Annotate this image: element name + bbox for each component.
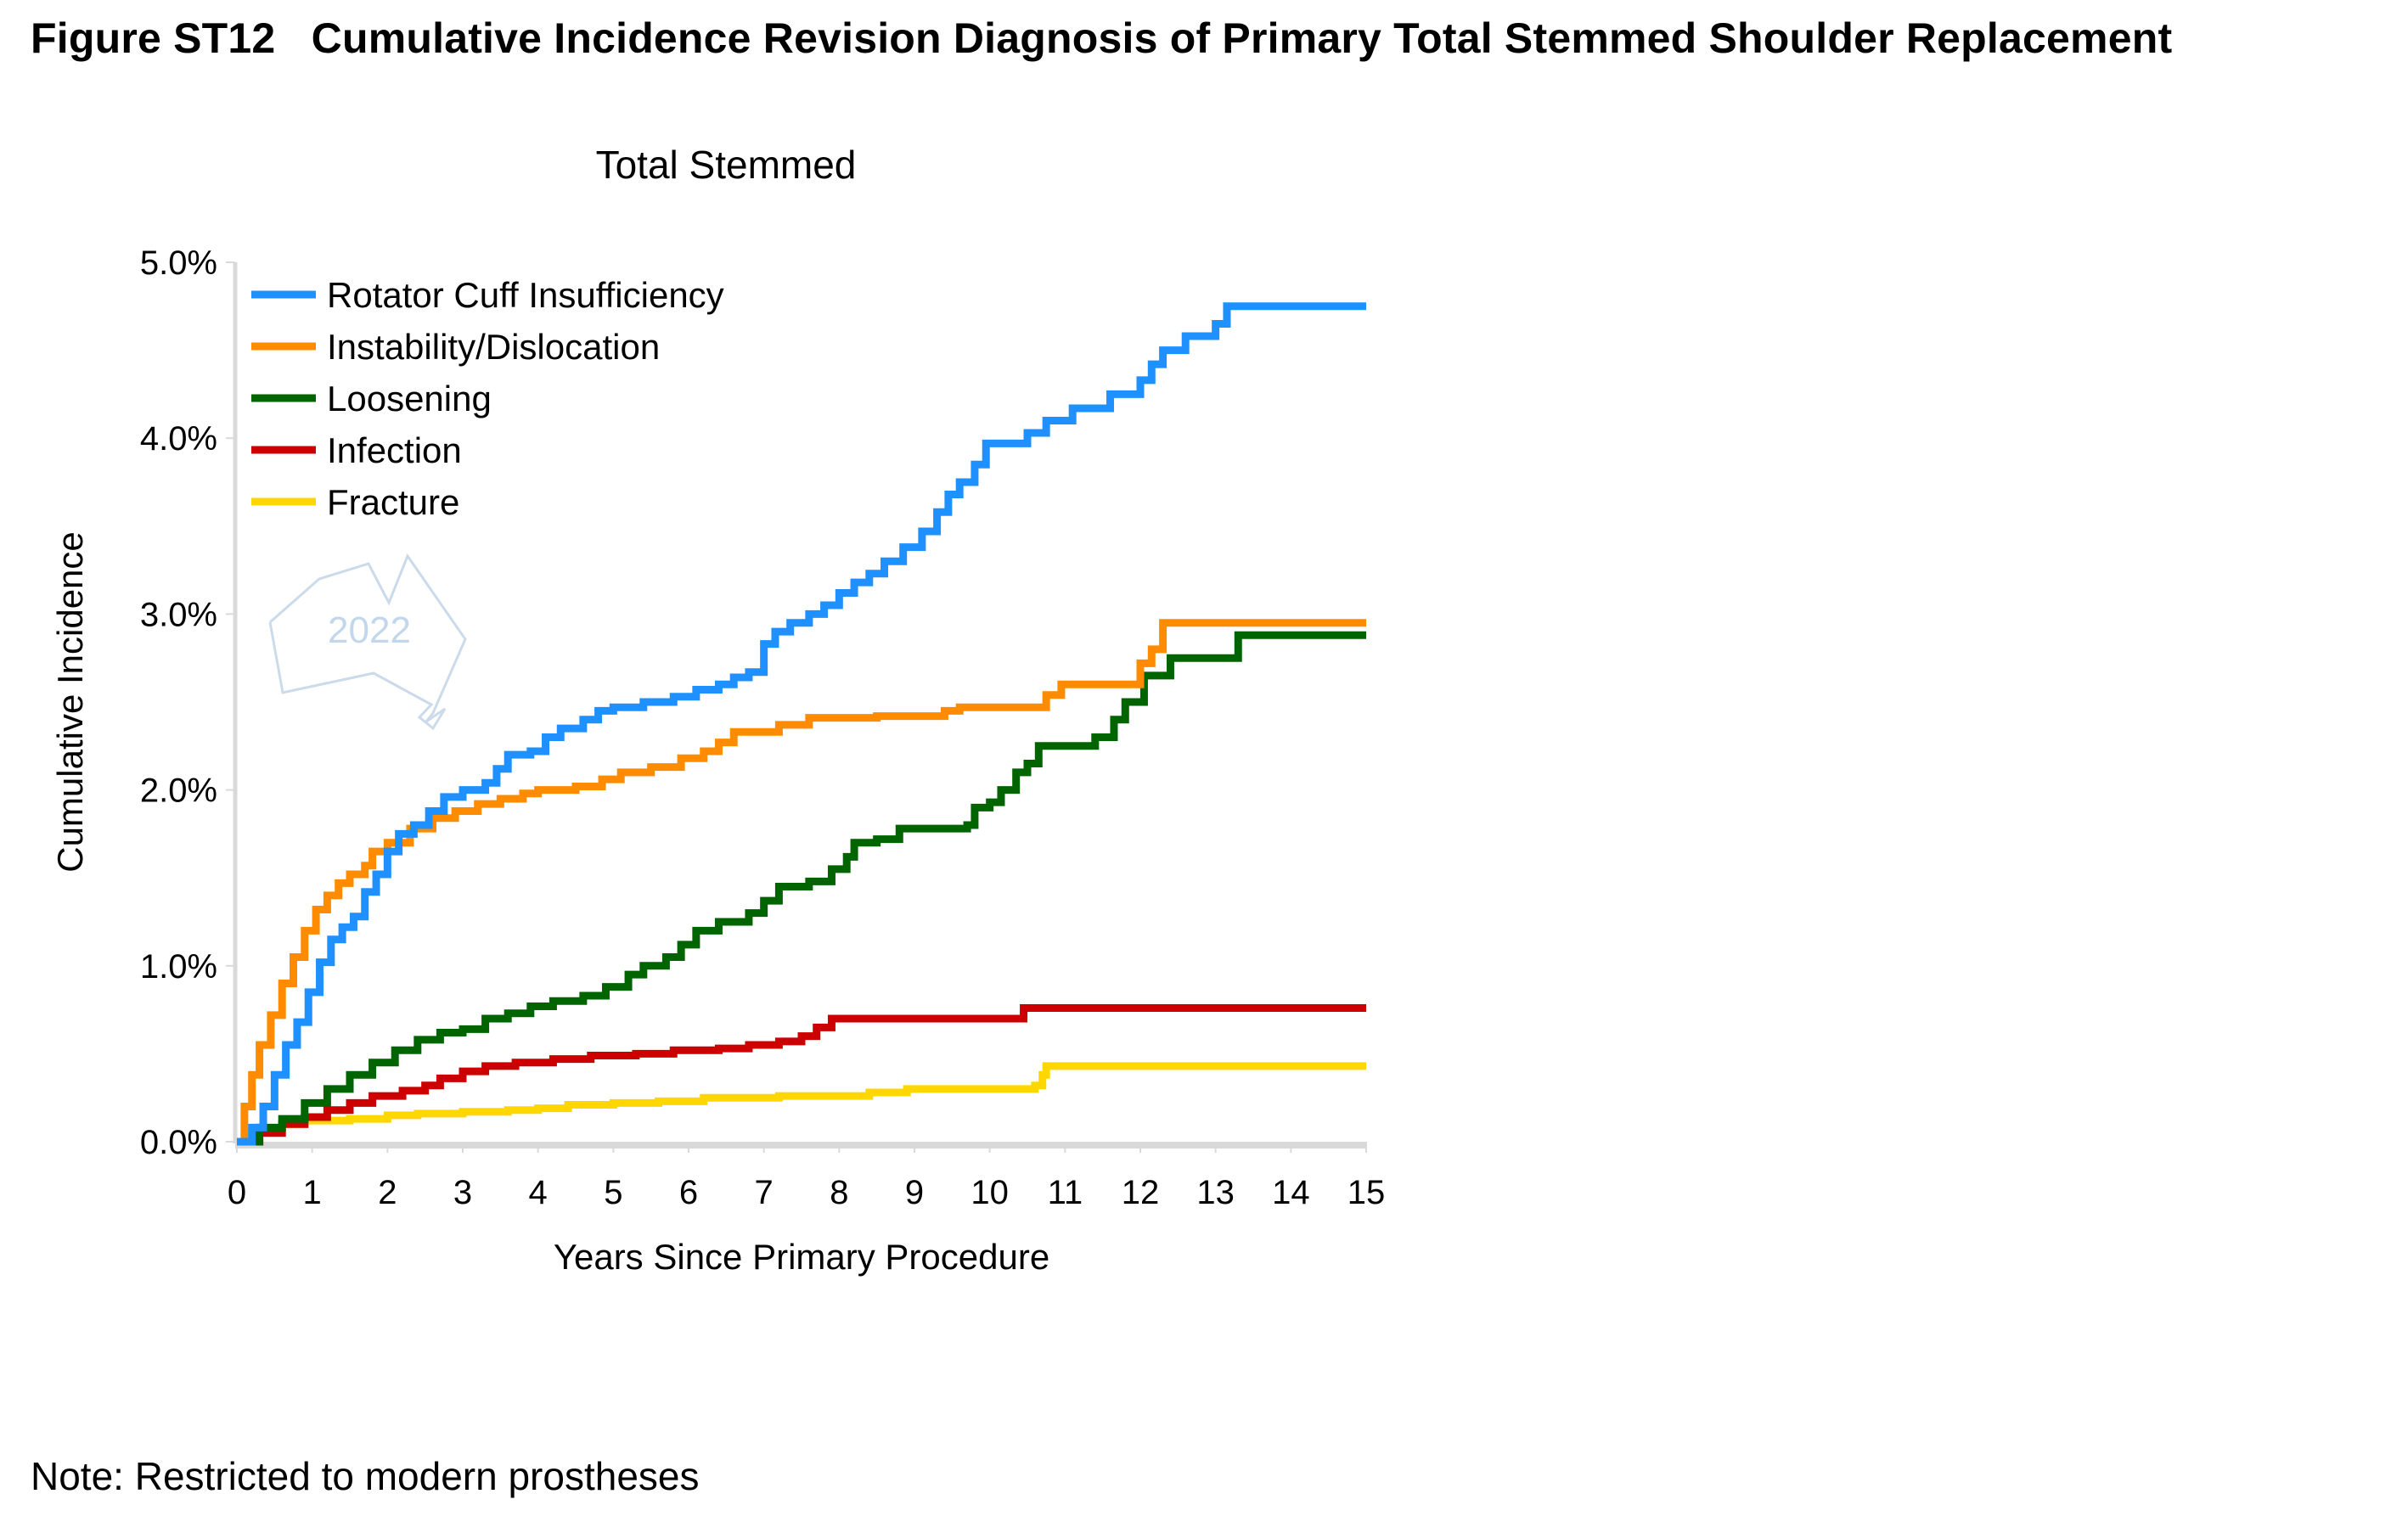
x-tick-label: 7 [755, 1174, 774, 1211]
watermark-year: 2022 [328, 609, 411, 651]
legend-label-rotator-cuff-insufficiency: Rotator Cuff Insufficiency [327, 275, 724, 315]
legend: Rotator Cuff Insufficiency Instability/Di… [251, 275, 724, 522]
x-tick-label: 8 [830, 1174, 848, 1211]
legend-label-loosening: Loosening [327, 379, 492, 418]
x-tick-label: 0 [228, 1174, 246, 1211]
y-axis-ticks: 0.0% 1.0% 2.0% 3.0% 4.0% 5.0% [140, 244, 235, 1161]
y-axis-title: Cumulative Incidence [50, 531, 90, 873]
x-axis-title: Years Since Primary Procedure [554, 1237, 1049, 1277]
x-tick-label: 2 [378, 1174, 397, 1211]
chart-title: Total Stemmed [596, 143, 857, 187]
series-line-loosening [237, 631, 1366, 1146]
x-tick-label: 9 [905, 1174, 924, 1211]
legend-label-infection: Infection [327, 430, 462, 470]
y-tick-label: 2.0% [140, 772, 217, 810]
y-tick-label: 1.0% [140, 948, 217, 986]
y-tick-label: 3.0% [140, 596, 217, 633]
australia-outline-icon [268, 553, 467, 731]
series-line-infection [237, 1004, 1366, 1146]
series-lines [237, 302, 1366, 1146]
x-tick-label: 1 [303, 1174, 322, 1211]
x-tick-label: 5 [604, 1174, 622, 1211]
x-tick-label: 14 [1272, 1174, 1310, 1211]
figure-title: Figure ST12 Cumulative Incidence Revisio… [31, 14, 2173, 62]
series-line-instability-dislocation [237, 619, 1366, 1146]
x-tick-label: 15 [1347, 1174, 1386, 1211]
series-line-fracture [237, 1062, 1366, 1146]
y-tick-label: 5.0% [140, 244, 217, 282]
series-line-rotator-cuff-insufficiency [237, 302, 1366, 1146]
x-axis-ticks: 0 1 2 3 4 5 6 7 8 9 10 11 12 13 14 15 [228, 1142, 1385, 1211]
figure-note: Note: Restricted to modern prostheses [31, 1454, 700, 1498]
x-tick-label: 13 [1196, 1174, 1235, 1211]
legend-label-instability-dislocation: Instability/Dislocation [327, 327, 660, 367]
x-tick-label: 4 [529, 1174, 548, 1211]
y-tick-label: 0.0% [140, 1124, 217, 1161]
legend-label-fracture: Fracture [327, 482, 459, 522]
x-tick-label: 12 [1122, 1174, 1160, 1211]
y-tick-label: 4.0% [140, 420, 217, 458]
x-tick-label: 3 [453, 1174, 472, 1211]
x-tick-label: 10 [971, 1174, 1009, 1211]
watermark: 2022 [268, 553, 467, 731]
x-tick-label: 6 [679, 1174, 698, 1211]
x-tick-label: 11 [1048, 1174, 1083, 1211]
